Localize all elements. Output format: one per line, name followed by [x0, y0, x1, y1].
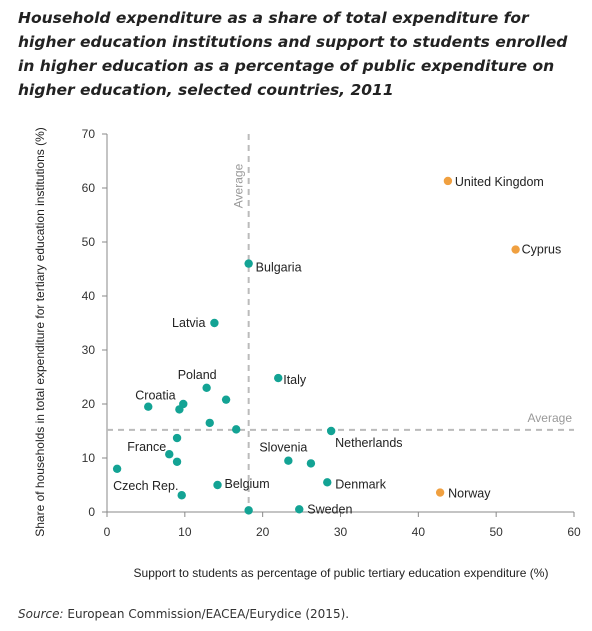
point-label: Denmark [335, 477, 386, 491]
point-label: Sweden [307, 502, 352, 516]
y-tick-label: 60 [82, 181, 96, 195]
data-point-france [165, 450, 174, 459]
data-point [205, 418, 214, 428]
data-point-netherlands [326, 426, 336, 436]
point-label: Slovenia [259, 441, 307, 455]
y-average-label: Average [528, 411, 573, 425]
point-label: Croatia [135, 389, 175, 403]
y-axis-title: Share of households in total expenditure… [33, 127, 47, 537]
point-label: Norway [448, 487, 491, 501]
data-point-latvia [210, 318, 219, 328]
data-point [172, 433, 182, 443]
x-tick-label: 50 [489, 525, 503, 539]
x-tick-label: 30 [334, 525, 348, 539]
average-lines: Average Average [107, 134, 574, 512]
point-label: Cyprus [522, 243, 562, 257]
y-tick-label: 70 [82, 127, 96, 141]
x-axis-title: Support to students as percentage of pub… [134, 566, 549, 580]
data-point-norway [435, 488, 445, 497]
data-point-croatia [144, 402, 153, 411]
x-tick-label: 60 [567, 525, 581, 539]
data-point-czech-rep [112, 464, 122, 473]
source-note: Source: European Commission/EACEA/Eurydi… [18, 607, 349, 621]
data-point-belgium [213, 480, 222, 490]
point-labels: United Kingdom Cyprus Norway Bulgaria Latvia… [113, 175, 561, 516]
y-tick-label: 50 [82, 235, 96, 249]
point-label: Belgium [225, 477, 270, 491]
x-tick-label: 10 [178, 525, 192, 539]
x-tick-label: 0 [104, 525, 111, 539]
point-label: Latvia [172, 316, 205, 330]
data-point-poland [202, 383, 211, 392]
data-point-bulgaria [244, 259, 253, 268]
data-point [172, 457, 182, 466]
data-point-italy [274, 373, 283, 383]
point-label: Czech Rep. [113, 479, 178, 493]
x-average-label: Average [232, 163, 246, 208]
data-point [177, 491, 186, 500]
source-text: European Commission/EACEA/Eurydice (2015… [67, 607, 350, 621]
point-label: Bulgaria [256, 261, 302, 275]
x-tick-label: 20 [256, 525, 270, 539]
axes: 0 10 20 30 40 50 60 70 0 10 20 30 40 50 60 [82, 127, 581, 539]
data-points [112, 176, 520, 515]
y-tick-label: 30 [82, 343, 96, 357]
point-label: Poland [178, 368, 217, 382]
data-point [232, 425, 241, 434]
data-point [244, 506, 253, 515]
data-point [306, 459, 316, 468]
point-label: France [127, 440, 166, 454]
point-label: Netherlands [335, 436, 402, 450]
y-tick-label: 20 [82, 397, 96, 411]
data-point-sweden [295, 505, 304, 514]
data-point-denmark [323, 478, 332, 487]
y-tick-label: 10 [82, 451, 96, 465]
data-point-slovenia [284, 456, 293, 465]
point-label: Italy [283, 373, 307, 387]
x-tick-label: 40 [412, 525, 426, 539]
data-point [221, 395, 231, 404]
point-label: United Kingdom [455, 175, 544, 189]
source-label: Source: [18, 607, 64, 621]
y-tick-label: 40 [82, 289, 96, 303]
chart-title: Household expenditure as a share of tota… [18, 9, 568, 99]
data-point-united-kingdom [443, 176, 453, 186]
data-point-cyprus [511, 245, 520, 254]
y-tick-label: 0 [88, 505, 95, 519]
data-point [175, 405, 184, 414]
